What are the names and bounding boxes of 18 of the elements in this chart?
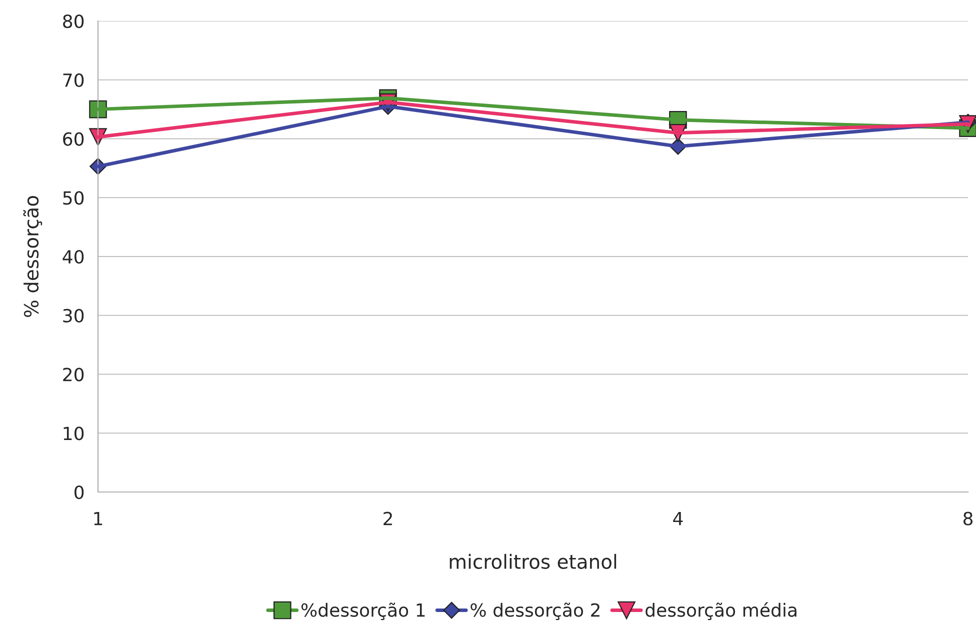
x-tick-label: 8 (963, 512, 973, 526)
legend-label: dessorção média (646, 602, 796, 620)
y-tick-label: 40 (62, 250, 84, 264)
y-tick-label: 30 (63, 308, 84, 322)
x-tick-label: 1 (94, 512, 102, 526)
y-tick-label: 0 (74, 485, 84, 500)
y-tick-label: 50 (63, 191, 84, 205)
legend-label: % dessorção 2 (470, 602, 600, 620)
y-tick-label: 20 (63, 368, 84, 382)
y-tick-label: 60 (63, 132, 84, 146)
y-tick-label: 10 (64, 426, 84, 440)
y-axis-title: % dessorção (23, 196, 42, 318)
x-tick-label: 4 (673, 512, 683, 526)
x-tick-label: 2 (384, 512, 392, 526)
y-tick-label: 80 (63, 14, 84, 28)
x-axis-title: microlitros etanol (450, 554, 616, 569)
y-tick-label: 70 (63, 73, 84, 87)
legend-label: %dessorção 1 (301, 602, 425, 620)
